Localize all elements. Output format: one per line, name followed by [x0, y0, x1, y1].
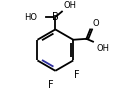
Text: F: F — [74, 70, 80, 80]
Text: HO: HO — [25, 13, 37, 22]
Text: OH: OH — [64, 1, 77, 10]
Text: O: O — [92, 19, 99, 28]
Text: F: F — [48, 80, 53, 90]
Text: OH: OH — [97, 44, 110, 53]
Text: B: B — [52, 12, 59, 22]
